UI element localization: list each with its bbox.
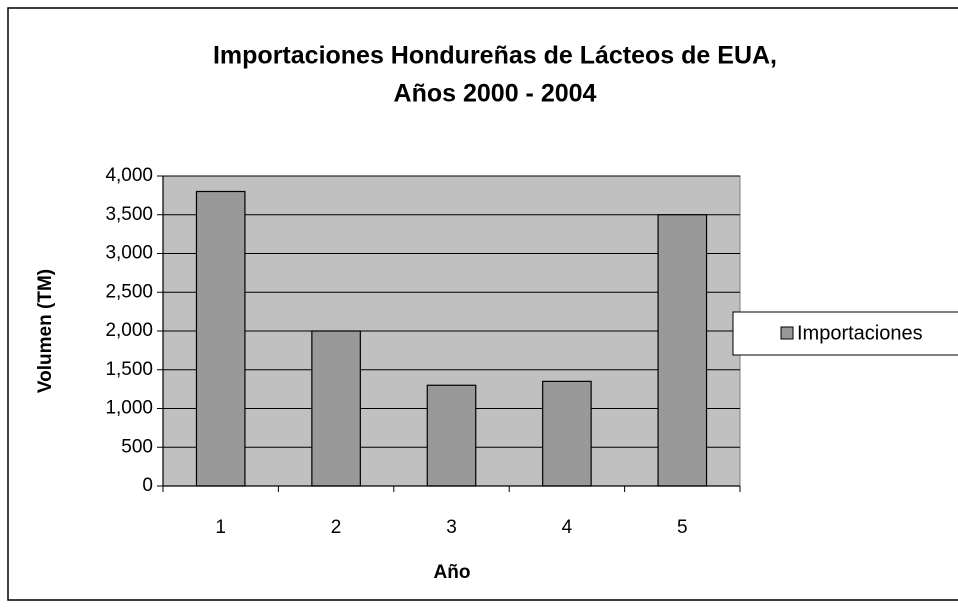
y-tick-label: 2,500	[105, 281, 153, 302]
y-tick-label: 4,000	[105, 165, 153, 186]
legend-box	[732, 311, 958, 356]
bar	[311, 330, 361, 487]
y-tick-label: 0	[142, 475, 153, 496]
y-tick-label: 500	[121, 436, 153, 457]
bar	[426, 384, 477, 487]
legend: Importaciones	[732, 311, 958, 356]
y-tick-label: 3,500	[105, 204, 153, 225]
x-tick-label: 1	[215, 517, 226, 538]
bar	[657, 214, 708, 487]
chart-title: Importaciones Hondureñas de Lácteos de E…	[213, 42, 777, 70]
chart-subtitle: Años 2000 - 2004	[394, 80, 597, 108]
x-tick-label: 3	[446, 517, 457, 538]
x-tick-label: 2	[331, 517, 342, 538]
y-tick-label: 1,500	[105, 359, 153, 380]
axes: 0 500 1,000 1,500 2,000 2,500 3,000 3,500 4,000 1…	[105, 165, 741, 538]
legend-label: Importaciones	[797, 322, 923, 344]
bar	[542, 380, 592, 487]
x-tick-label: 4	[562, 517, 573, 538]
y-tick-label: 2,000	[105, 320, 153, 341]
legend-swatch	[780, 326, 794, 340]
x-axis-label: Año	[434, 562, 471, 583]
bar	[195, 190, 246, 487]
y-tick-label: 1,000	[105, 398, 153, 419]
y-axis-label: Volumen (TM)	[35, 269, 56, 393]
y-tick-label: 3,000	[105, 243, 153, 264]
x-tick-label: 5	[677, 517, 688, 538]
